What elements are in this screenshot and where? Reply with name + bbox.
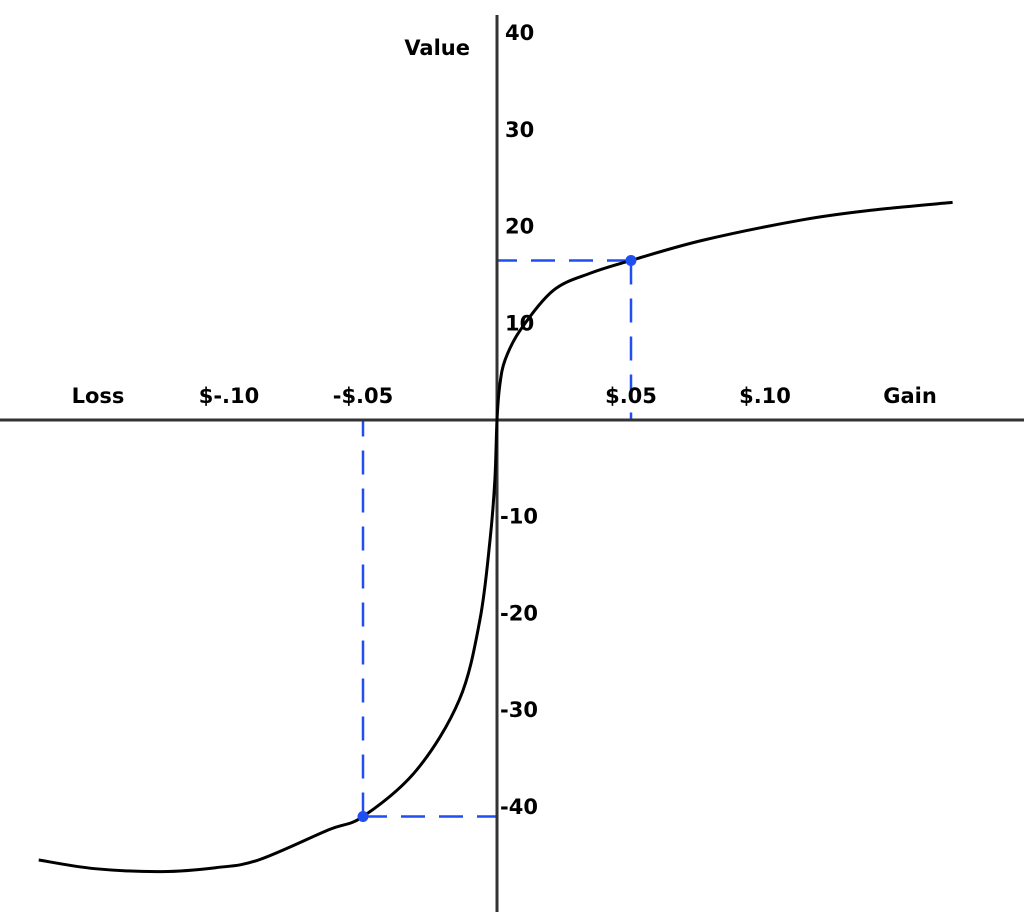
x-axis-label-loss: Loss — [72, 384, 125, 408]
x-axis-label-gain: Gain — [883, 384, 937, 408]
value-curve — [38, 200, 953, 874]
x-tick-label: $.10 — [739, 384, 791, 408]
highlight-point — [357, 810, 369, 822]
x-tick-label: -$.05 — [333, 384, 394, 408]
x-tick-label: $.05 — [605, 384, 657, 408]
y-tick-label: 30 — [505, 118, 534, 142]
highlight-point — [625, 254, 637, 266]
y-tick-label: -40 — [500, 795, 538, 819]
y-tick-label: 20 — [505, 215, 534, 239]
y-tick-label: -30 — [500, 698, 538, 722]
y-tick-label: -20 — [500, 601, 538, 625]
y-tick-label: 40 — [505, 21, 534, 45]
y-axis-label: Value — [404, 36, 470, 60]
x-tick-label: $-.10 — [199, 384, 260, 408]
y-tick-label: -10 — [500, 505, 538, 529]
y-tick-label: 10 — [505, 311, 534, 335]
